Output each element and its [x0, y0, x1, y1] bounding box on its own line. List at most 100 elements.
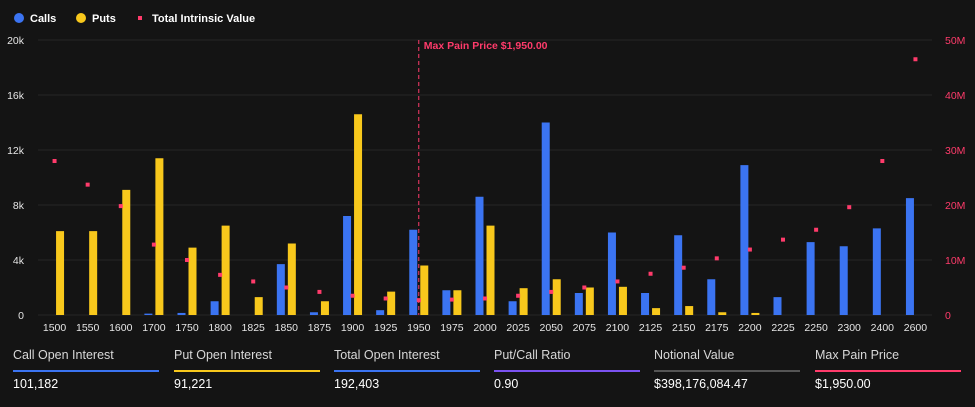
- puts-bar: [320, 301, 329, 315]
- calls-bar: [309, 312, 318, 315]
- intrinsic-value-point: [516, 293, 521, 298]
- intrinsic-value-point: [85, 182, 90, 187]
- puts-bar: [618, 286, 627, 315]
- stat-label: Put Open Interest: [174, 348, 272, 362]
- intrinsic-value-point: [151, 242, 156, 247]
- stat-value: 0.90: [494, 377, 519, 391]
- intrinsic-value-point: [218, 272, 223, 277]
- intrinsic-value-point: [714, 256, 719, 261]
- x-tick-label: 2400: [871, 322, 895, 334]
- calls-bar: [707, 279, 716, 315]
- calls-bar: [276, 264, 285, 315]
- intrinsic-value-point: [549, 289, 554, 294]
- intrinsic-value-point: [350, 293, 355, 298]
- intrinsic-value-point: [847, 205, 852, 210]
- x-tick-label: 2225: [771, 322, 795, 334]
- puts-bar: [685, 306, 694, 315]
- y-left-tick-label: 8k: [13, 200, 25, 212]
- intrinsic-value-point: [251, 279, 256, 284]
- intrinsic-value-point: [913, 57, 918, 62]
- intrinsic-value-point: [747, 247, 752, 252]
- x-tick-label: 1550: [76, 322, 100, 334]
- calls-bar: [607, 232, 616, 315]
- calls-bar: [872, 228, 881, 315]
- y-right-tick-label: 0: [945, 310, 951, 322]
- puts-bar: [552, 279, 561, 315]
- puts-bar: [585, 287, 594, 315]
- y-left-tick-label: 0: [18, 310, 24, 322]
- intrinsic-value-point: [483, 296, 487, 301]
- puts-bar: [751, 312, 760, 315]
- puts-bar: [122, 189, 131, 315]
- y-left-tick-label: 12k: [7, 145, 25, 157]
- puts-bar: [486, 225, 495, 315]
- puts-bar: [420, 265, 429, 315]
- calls-bar: [641, 293, 650, 315]
- legend-swatch: [14, 13, 24, 23]
- x-tick-label: 1900: [341, 322, 365, 334]
- puts-bar: [652, 308, 661, 315]
- x-tick-label: 2600: [904, 322, 928, 334]
- calls-bar: [177, 312, 186, 315]
- intrinsic-value-point: [615, 279, 620, 284]
- calls-bar: [541, 122, 550, 315]
- puts-bar: [287, 243, 296, 315]
- stat-label: Total Open Interest: [334, 348, 440, 362]
- intrinsic-value-point: [814, 227, 819, 232]
- legend-swatch: [76, 13, 86, 23]
- stat-underline: [334, 370, 480, 372]
- x-tick-label: 2025: [506, 322, 530, 334]
- intrinsic-value-point: [648, 271, 653, 276]
- calls-bar: [210, 301, 219, 315]
- puts-bar: [354, 114, 363, 315]
- y-right-tick-label: 20M: [945, 200, 965, 212]
- x-tick-label: 1925: [374, 322, 398, 334]
- intrinsic-value-point: [185, 258, 189, 262]
- stat-underline: [13, 370, 159, 372]
- x-tick-label: 1950: [407, 322, 431, 334]
- y-right-tick-label: 30M: [945, 145, 965, 157]
- legend-label: Puts: [92, 13, 116, 25]
- x-tick-label: 1500: [43, 322, 67, 334]
- x-tick-label: 2300: [838, 322, 862, 334]
- x-tick-label: 1875: [308, 322, 332, 334]
- x-tick-label: 1750: [175, 322, 199, 334]
- intrinsic-value-point: [383, 296, 388, 301]
- y-left-tick-label: 20k: [7, 35, 25, 47]
- x-tick-label: 2175: [705, 322, 729, 334]
- puts-bar: [221, 225, 230, 315]
- calls-bar: [806, 242, 815, 315]
- intrinsic-value-point: [52, 159, 57, 163]
- x-tick-label: 1800: [208, 322, 232, 334]
- x-tick-label: 2125: [639, 322, 663, 334]
- calls-bar: [574, 293, 583, 315]
- calls-bar: [343, 216, 352, 315]
- intrinsic-value-point: [582, 285, 587, 290]
- max-pain-annotation: Max Pain Price $1,950.00: [424, 40, 548, 52]
- x-tick-label: 2075: [573, 322, 597, 334]
- x-tick-label: 2200: [738, 322, 762, 334]
- calls-bar: [839, 246, 848, 315]
- puts-bar: [89, 231, 98, 315]
- stat-label: Max Pain Price: [815, 348, 900, 362]
- intrinsic-value-point: [449, 297, 454, 302]
- open-interest-chart: 0 4k 8k 12k 16k 20k 0 10M 20M 30M 40M 50M Max Pain P…: [7, 13, 965, 334]
- calls-bar: [740, 165, 749, 315]
- x-tick-label: 1825: [242, 322, 266, 334]
- legend-swatch: [138, 16, 142, 20]
- intrinsic-value-point: [781, 237, 785, 242]
- stat-underline: [174, 370, 320, 372]
- x-tick-label: 1975: [440, 322, 464, 334]
- y-right-tick-label: 10M: [945, 255, 965, 267]
- stat-label: Notional Value: [654, 348, 735, 362]
- y-left-tick-label: 4k: [13, 255, 25, 267]
- x-tick-label: 2000: [473, 322, 497, 334]
- calls-bar: [508, 301, 517, 315]
- stat-value: 101,182: [13, 377, 59, 391]
- puts-bar: [56, 231, 65, 315]
- stat-underline: [654, 370, 800, 372]
- intrinsic-value-point: [317, 289, 322, 294]
- puts-bar: [718, 312, 727, 315]
- x-tick-label: 1600: [109, 322, 133, 334]
- y-right-tick-label: 40M: [945, 90, 965, 102]
